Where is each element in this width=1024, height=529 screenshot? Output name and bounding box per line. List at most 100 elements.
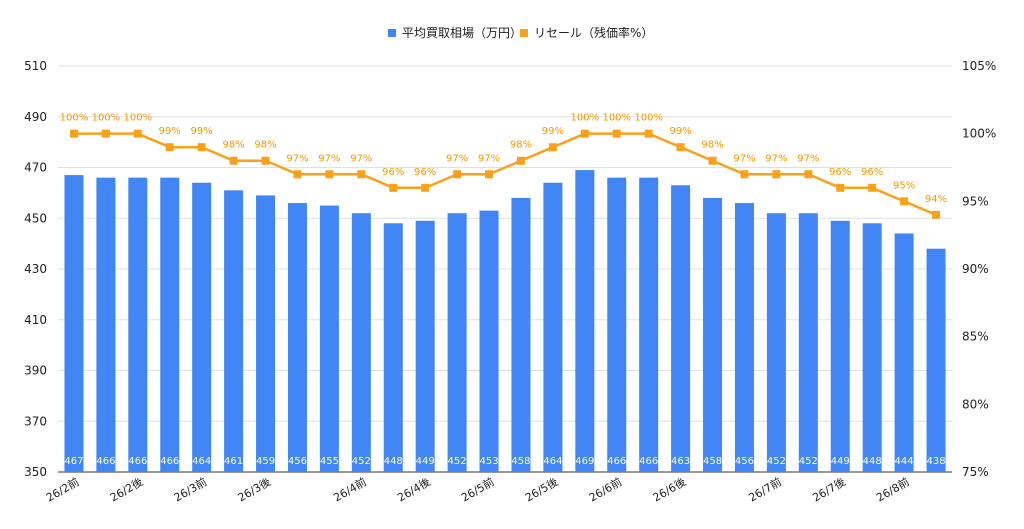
resale-value-label: 100% [602,113,631,124]
resale-value-label: 98% [701,140,723,151]
resale-value-label: 100% [92,113,121,124]
bar-value-label: 452 [767,456,786,467]
bar-value-label: 464 [543,456,562,467]
bar [351,213,371,473]
bar [894,233,914,472]
resale-point [836,183,845,192]
resale-line [73,132,937,217]
y-left-tick-label: 490 [24,110,47,124]
resale-value-label: 94% [925,194,947,205]
resale-point [868,183,877,192]
resale-value-label: 97% [478,153,500,164]
legend-swatch [520,29,528,37]
y-left-tick-label: 410 [24,313,47,327]
x-tick-label: 26/7前 [746,474,784,504]
bar-value-label: 464 [192,456,211,467]
x-tick-label: 26/2前 [44,474,82,504]
resale-value-label: 97% [765,153,787,164]
bar [128,177,148,472]
y-left-tick-label: 470 [24,161,47,175]
bar-value-label: 452 [352,456,371,467]
resale-point [516,156,525,165]
resale-point [485,170,494,179]
bar-value-label: 452 [448,456,467,467]
resale-point [229,156,238,165]
bar [703,197,723,472]
bar [734,203,754,472]
resale-value-label: 99% [669,126,691,137]
resale-value-label: 96% [861,167,883,178]
bar-value-label: 466 [128,456,147,467]
x-tick-label: 26/4前 [331,474,369,504]
x-tick-label: 26/6前 [586,474,624,504]
resale-point [165,143,174,152]
resale-value-label: 96% [829,167,851,178]
resale-point [900,197,909,206]
resale-point [197,143,206,152]
bar-value-label: 458 [511,456,530,467]
bar [319,205,339,472]
resale-point [772,170,781,179]
resale-point [453,170,462,179]
bar [607,177,627,472]
resale-value-label: 99% [191,126,213,137]
resale-point [612,129,621,138]
resale-value-label: 96% [382,167,404,178]
resale-point [580,129,589,138]
bar-value-label: 469 [575,456,594,467]
x-tick-label: 26/3前 [171,474,209,504]
x-tick-label: 26/3後 [235,474,273,504]
bar [766,213,786,473]
bar-value-label: 466 [96,456,115,467]
bar-value-label: 463 [671,456,690,467]
bar [479,210,499,472]
x-tick-label: 26/4後 [395,474,433,504]
bar-value-label: 444 [895,456,914,467]
resale-point [740,170,749,179]
resale-point [644,129,653,138]
bar [383,223,403,472]
legend-label: 平均買取相場（万円） [402,26,522,40]
x-tick-label: 26/6後 [650,474,688,504]
y-right-tick-label: 100% [962,127,996,141]
bar-value-label: 449 [416,456,435,467]
resale-value-label: 100% [124,113,153,124]
bar [96,177,116,472]
x-tick-label: 26/5前 [459,474,497,504]
y-left-tick-label: 370 [24,414,47,428]
bar-value-label: 456 [735,456,754,467]
resale-point [325,170,334,179]
bar [415,220,435,472]
bar-value-label: 452 [799,456,818,467]
bar-value-label: 467 [64,456,83,467]
resale-point [932,210,941,219]
resale-point [133,129,142,138]
resale-value-label: 100% [60,113,89,124]
resale-value-label: 97% [797,153,819,164]
bar-value-label: 466 [607,456,626,467]
bar-value-label: 461 [224,456,243,467]
resale-point [357,170,366,179]
resale-point [69,129,78,138]
resale-value-label: 97% [446,153,468,164]
bar [287,203,307,472]
resale-point [261,156,270,165]
bar-value-label: 466 [160,456,179,467]
bar-value-label: 458 [703,456,722,467]
bar-value-label: 449 [831,456,850,467]
bar [926,248,946,472]
legend-label: リセール（残価率%） [534,25,653,40]
resale-value-label: 97% [350,153,372,164]
resale-value-label: 98% [254,140,276,151]
resale-point [676,143,685,152]
y-right-tick-label: 75% [962,465,989,479]
y-right-tick-label: 85% [962,330,989,344]
y-right-tick-label: 95% [962,194,989,208]
bar-value-label: 459 [256,456,275,467]
bar-value-label: 455 [320,456,339,467]
bar [798,213,818,473]
y-left-tick-label: 390 [24,364,47,378]
bar-value-label: 456 [288,456,307,467]
bar [862,223,882,472]
